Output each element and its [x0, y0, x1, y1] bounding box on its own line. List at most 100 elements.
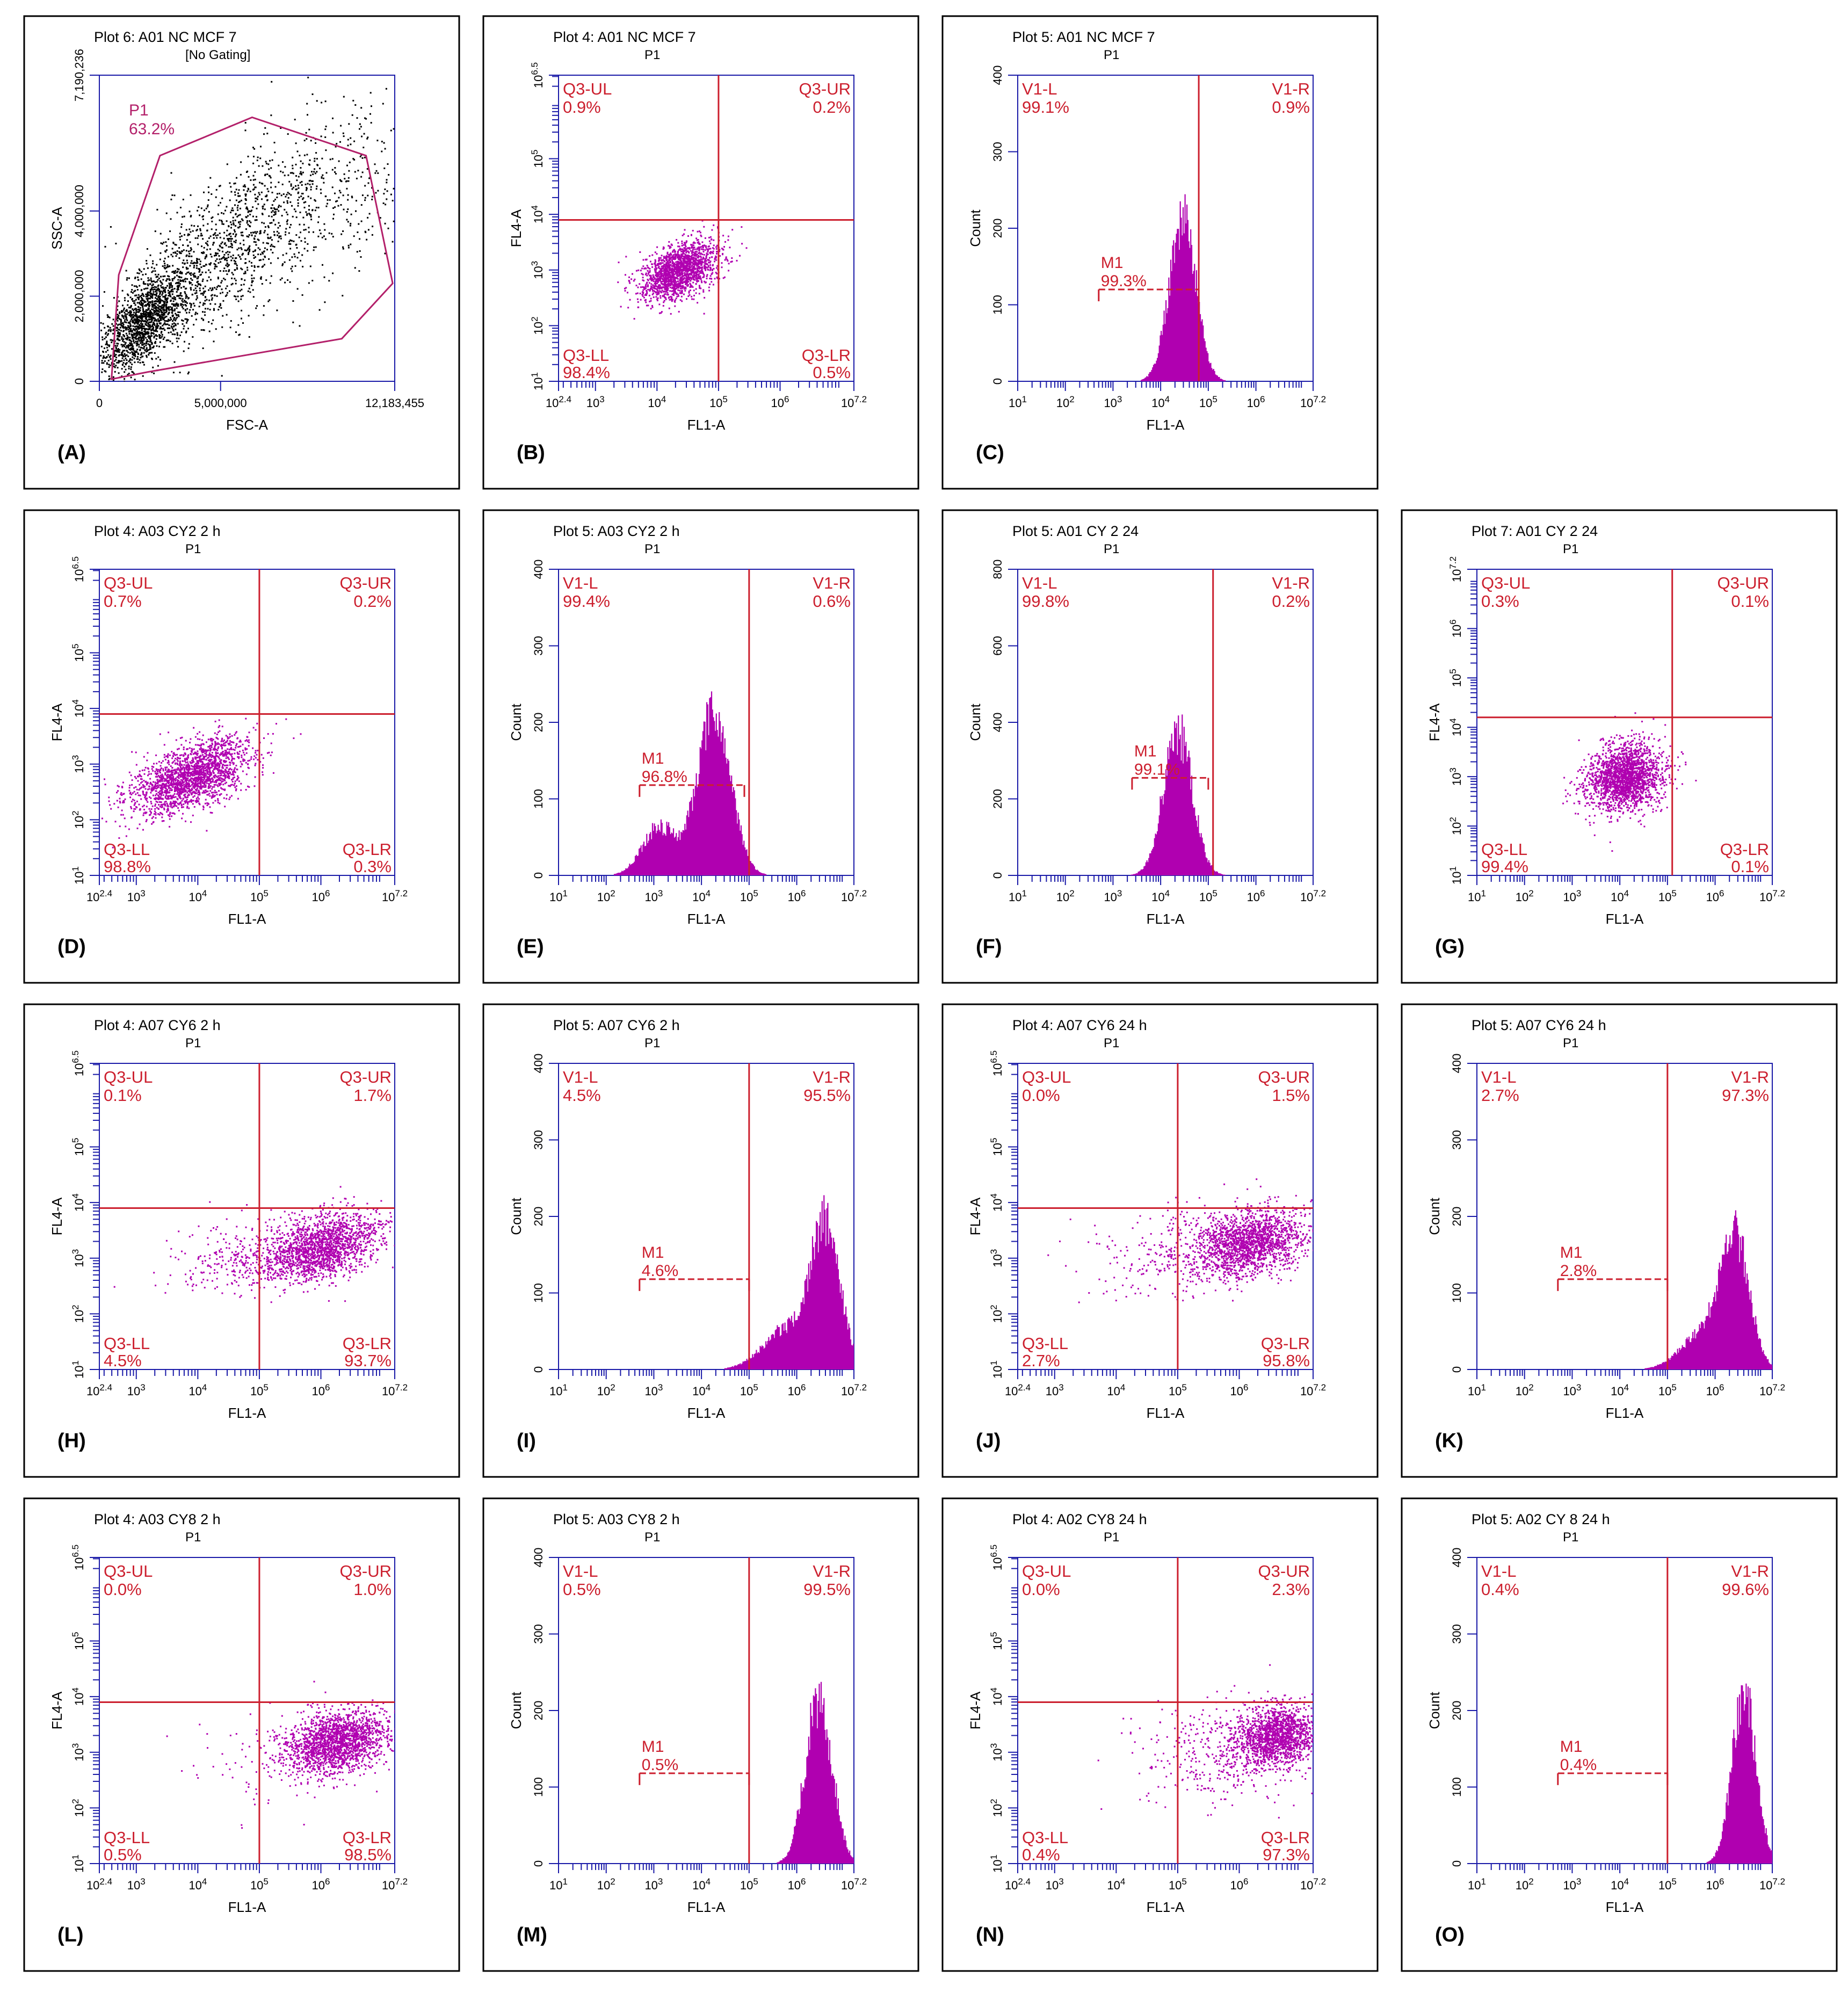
- event-dot: [153, 289, 155, 291]
- event-dot: [689, 258, 691, 260]
- event-dot: [642, 293, 644, 295]
- event-dot: [102, 336, 104, 338]
- event-dot: [151, 346, 153, 349]
- event-dot: [660, 278, 662, 279]
- event-dot: [685, 251, 687, 253]
- event-dot: [216, 258, 218, 260]
- event-dot: [697, 239, 699, 241]
- event-dot: [141, 343, 143, 345]
- event-dot: [673, 249, 675, 251]
- event-dot: [195, 292, 198, 294]
- event-dot: [174, 271, 176, 273]
- event-dot: [676, 281, 677, 283]
- event-dot: [666, 284, 669, 286]
- event-dot: [149, 318, 151, 321]
- event-dot: [141, 337, 143, 339]
- event-dot: [133, 339, 135, 341]
- panel-frame: [482, 15, 919, 490]
- event-dot: [244, 279, 246, 281]
- event-dot: [203, 191, 205, 193]
- event-dot: [701, 253, 704, 256]
- event-dot: [656, 282, 658, 285]
- event-dot: [682, 265, 684, 266]
- event-dot: [231, 238, 233, 240]
- event-dot: [166, 298, 169, 300]
- event-dot: [257, 266, 259, 268]
- histogram-bin: [1204, 341, 1206, 381]
- event-dot: [282, 161, 284, 163]
- event-dot: [288, 241, 291, 243]
- event-dot: [196, 295, 198, 297]
- event-dot: [133, 354, 135, 356]
- event-dot: [323, 223, 325, 225]
- event-dot: [309, 265, 311, 267]
- event-dot: [162, 307, 164, 309]
- event-dot: [361, 194, 364, 197]
- event-dot: [178, 247, 180, 249]
- event-dot: [674, 291, 676, 293]
- event-dot: [134, 353, 136, 356]
- event-dot: [151, 295, 153, 298]
- event-dot: [151, 288, 153, 291]
- histogram-bin: [1222, 380, 1224, 381]
- event-dot: [132, 345, 134, 347]
- event-dot: [722, 249, 724, 251]
- event-dot: [157, 307, 160, 309]
- event-dot: [195, 289, 198, 292]
- event-dot: [263, 250, 265, 252]
- event-dot: [123, 359, 125, 361]
- event-dot: [234, 235, 236, 237]
- event-dot: [274, 186, 277, 188]
- event-dot: [194, 237, 197, 239]
- event-dot: [656, 272, 658, 274]
- event-dot: [237, 291, 239, 292]
- event-dot: [267, 226, 270, 228]
- event-dot: [244, 122, 247, 124]
- event-dot: [699, 287, 701, 289]
- event-dot: [115, 347, 118, 350]
- histogram-bin: [1193, 271, 1194, 381]
- event-dot: [141, 341, 143, 343]
- event-dot: [142, 341, 144, 343]
- event-dot: [131, 333, 133, 335]
- event-dot: [244, 258, 247, 260]
- event-dot: [383, 167, 386, 169]
- event-dot: [117, 317, 119, 320]
- event-dot: [347, 177, 350, 179]
- event-dot: [128, 360, 130, 363]
- event-dot: [172, 315, 174, 317]
- event-dot: [145, 312, 147, 314]
- event-dot: [219, 250, 221, 252]
- event-dot: [114, 350, 115, 352]
- event-dot: [319, 168, 321, 170]
- event-dot: [315, 142, 317, 144]
- event-dot: [690, 259, 692, 262]
- event-dot: [111, 341, 113, 343]
- event-dot: [688, 263, 690, 265]
- event-dot: [189, 282, 191, 285]
- event-dot: [683, 293, 685, 295]
- event-dot: [261, 266, 263, 268]
- event-dot: [280, 127, 282, 129]
- event-dot: [665, 285, 667, 287]
- event-dot: [303, 140, 306, 142]
- event-dot: [162, 279, 164, 281]
- event-dot: [125, 338, 127, 339]
- event-dot: [169, 291, 171, 293]
- event-dot: [311, 209, 314, 211]
- event-dot: [647, 286, 649, 288]
- event-dot: [150, 288, 152, 291]
- event-dot: [655, 266, 657, 269]
- event-dot: [183, 215, 185, 218]
- event-dot: [716, 251, 718, 253]
- event-dot: [371, 105, 372, 107]
- event-dot: [140, 314, 142, 316]
- event-dot: [146, 322, 148, 324]
- event-dot: [208, 289, 210, 291]
- event-dot: [684, 243, 686, 245]
- event-dot: [360, 107, 363, 109]
- event-dot: [144, 301, 147, 303]
- event-dot: [324, 128, 327, 131]
- event-dot: [132, 320, 134, 321]
- event-dot: [347, 139, 349, 141]
